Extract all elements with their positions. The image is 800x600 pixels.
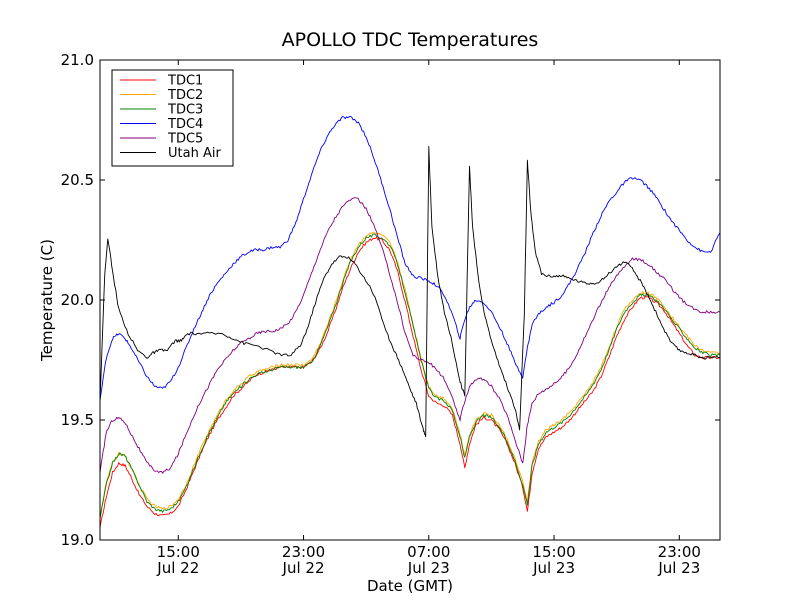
x-tick-label-time: 23:00 <box>658 543 701 561</box>
legend-label: TDC1 <box>167 74 203 89</box>
legend-label: TDC2 <box>167 88 203 103</box>
y-tick-label: 20.0 <box>61 291 94 309</box>
y-tick-label: 20.5 <box>61 171 94 189</box>
series-line-tdc5 <box>99 197 721 474</box>
y-tick-label: 19.0 <box>61 531 94 549</box>
x-tick-label-date: Jul 23 <box>407 559 450 577</box>
series-line-tdc4 <box>99 115 721 401</box>
y-tick-label: 19.5 <box>61 411 94 429</box>
legend-frame <box>111 69 234 167</box>
x-tick-label-date: Jul 22 <box>282 559 325 577</box>
x-tick-label-time: 15:00 <box>157 543 200 561</box>
legend-label: Utah Air <box>168 146 221 161</box>
y-tick-label: 21.0 <box>61 51 94 69</box>
chart-title: APOLLO TDC Temperatures <box>282 29 539 51</box>
legend-label: TDC4 <box>167 117 203 132</box>
x-tick-label-date: Jul 23 <box>532 559 575 577</box>
x-tick-label-time: 15:00 <box>532 543 575 561</box>
x-tick-label-date: Jul 23 <box>657 559 700 577</box>
series-line-tdc1 <box>99 236 721 529</box>
legend-label: TDC3 <box>167 103 203 118</box>
legend-label: TDC5 <box>167 132 203 147</box>
series-layer <box>99 115 721 529</box>
y-axis-label: Temperature (C) <box>38 239 56 362</box>
x-tick-label-time: 23:00 <box>282 543 325 561</box>
x-tick-label-date: Jul 22 <box>156 559 199 577</box>
series-line-tdc3 <box>99 233 721 519</box>
series-line-utah-air <box>99 146 721 438</box>
x-axis-label: Date (GMT) <box>367 577 453 595</box>
x-tick-label-time: 07:00 <box>407 543 450 561</box>
